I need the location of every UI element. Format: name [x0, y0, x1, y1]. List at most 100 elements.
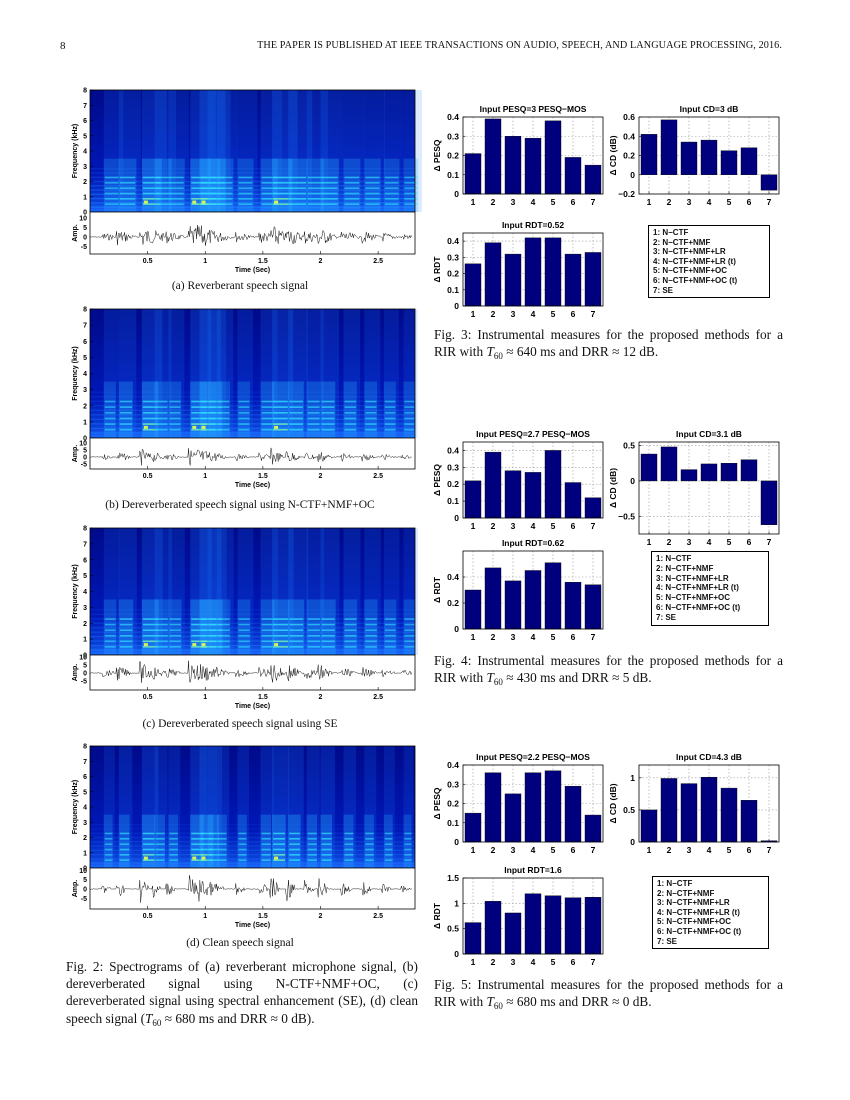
formant-band [142, 428, 158, 431]
formant-band [289, 182, 307, 184]
bar [680, 469, 698, 482]
formant-band [289, 176, 307, 179]
formant-band [289, 618, 304, 620]
speech-column [272, 309, 294, 438]
formant-band [344, 640, 357, 643]
harmonic-band [90, 832, 415, 834]
speech-column [168, 746, 181, 868]
formant-band [191, 428, 206, 431]
formant-band [208, 859, 219, 861]
formant-band [238, 646, 250, 648]
y-tick-label: 0.3 [447, 462, 459, 472]
time-tick-label: 2 [319, 473, 323, 480]
fig5-caption-tail: ≈ 680 ms and DRR ≈ 0 dB. [502, 994, 652, 1010]
formant-band [200, 618, 216, 620]
fig3-caption-text: Instrumental measures for the proposed m… [434, 327, 783, 360]
y-tick-label: 0 [454, 949, 459, 959]
formant-band [321, 623, 335, 626]
chart-title: Input CD=3.1 dB [676, 429, 742, 439]
frequency-axis-label: Frequency (kHz) [72, 346, 79, 400]
x-tick-label: 7 [591, 845, 596, 855]
formant-band [321, 854, 332, 856]
formant-band [142, 182, 161, 184]
y-tick-label: 0.5 [623, 805, 635, 815]
x-tick-label: 5 [727, 845, 732, 855]
formant-band [191, 843, 204, 845]
bar [660, 119, 678, 175]
energy-peak [274, 856, 279, 860]
formant-band [208, 203, 225, 205]
bar [680, 141, 698, 175]
harmonic-band [90, 202, 415, 204]
speech-column [343, 746, 357, 868]
formant-band [261, 417, 274, 420]
x-tick-label: 1 [647, 845, 652, 855]
formant-band [238, 634, 250, 637]
formant-band [404, 629, 415, 631]
speech-column [383, 309, 399, 438]
bar [524, 137, 542, 195]
time-tick-label: 1.5 [258, 473, 268, 480]
formant-band [191, 629, 207, 631]
formant-band [365, 428, 377, 431]
y-tick-label: 8 [83, 307, 87, 314]
bar [584, 814, 602, 843]
formant-band [321, 629, 335, 631]
formant-band [261, 423, 274, 425]
bar [484, 451, 502, 519]
formant-band [169, 629, 181, 631]
y-tick-label: 0 [454, 624, 459, 634]
x-tick-label: 2 [667, 845, 672, 855]
formant-band [344, 176, 360, 179]
formant-band [191, 192, 210, 195]
t60-symbol: T [145, 1010, 153, 1026]
formant-band [169, 843, 178, 845]
y-tick-label: 0.2 [623, 151, 635, 161]
formant-band [142, 640, 158, 643]
fig2a-caption: (a) Reverberant speech signal [171, 280, 309, 292]
formant-band [169, 618, 181, 620]
y-tick-label: 3 [83, 387, 87, 394]
y-tick-label: 0 [83, 210, 87, 217]
t60-subscript: 60 [493, 351, 503, 362]
formant-band [289, 640, 304, 643]
y-tick-label: 0.4 [447, 445, 459, 455]
amp-tick-label: 0 [83, 455, 87, 462]
formant-band [384, 198, 399, 200]
formant-band [238, 187, 253, 189]
speech-energy [343, 814, 354, 868]
formant-band [261, 838, 271, 840]
speech-column [190, 309, 212, 438]
legend-entry: 1: N−CTF [657, 879, 693, 888]
energy-peak [143, 856, 148, 860]
formant-band [169, 203, 184, 205]
formant-band [191, 198, 210, 200]
formant-band [384, 417, 396, 420]
speech-column [237, 528, 254, 655]
formant-band [200, 646, 216, 648]
x-tick-label: 4 [531, 309, 536, 319]
formant-band [365, 859, 374, 861]
chart-title: Input PESQ=3 PESQ−MOS [480, 104, 587, 114]
legend-fig5: 1: N−CTF 2: N−CTF+NMF 3: N−CTF+NMF+LR 4: N−… [652, 876, 769, 950]
speech-column [272, 90, 298, 212]
bar [504, 580, 522, 630]
formant-band [365, 854, 374, 856]
x-tick-label: 1 [471, 197, 476, 207]
formant-band [384, 428, 396, 431]
waveform-frame [89, 867, 416, 910]
formant-band [261, 640, 274, 643]
speech-column [237, 90, 258, 212]
t60-symbol: T [486, 670, 494, 686]
formant-band [238, 198, 253, 200]
formant-band [238, 423, 250, 425]
harmonic-band [90, 409, 415, 411]
formant-band [307, 400, 320, 403]
formant-band [191, 848, 204, 851]
formant-band [365, 423, 377, 425]
formant-band [273, 623, 289, 626]
y-tick-label: 7 [83, 323, 87, 330]
speech-column [154, 309, 172, 438]
y-tick-label: 1 [83, 637, 87, 644]
